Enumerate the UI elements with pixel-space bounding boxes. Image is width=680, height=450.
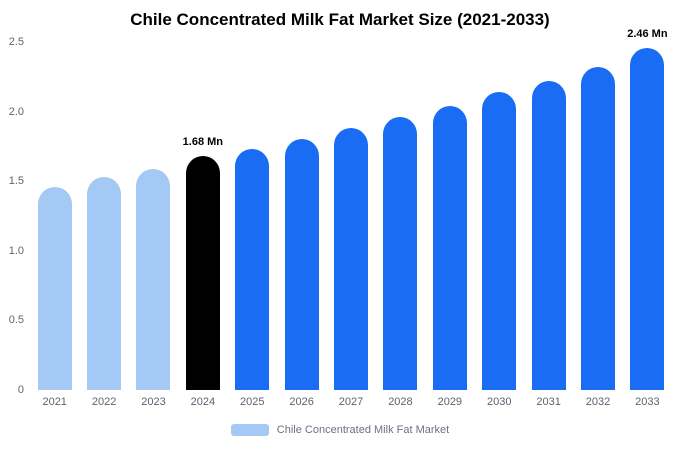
y-axis-label: 2.5	[8, 36, 24, 48]
x-axis-label: 2023	[141, 396, 166, 408]
chart-title: Chile Concentrated Milk Fat Market Size …	[130, 10, 550, 29]
x-axis-label: 2031	[536, 396, 561, 408]
bar-slot	[79, 42, 128, 390]
x-axis-label: 2029	[437, 396, 463, 408]
bar-slot	[524, 42, 573, 390]
x-axis-label: 2032	[585, 396, 611, 408]
bar-slot	[30, 42, 79, 390]
x-axis-label: 2028	[388, 396, 413, 408]
x-axis-label: 2021	[42, 396, 67, 408]
bar-value-label: 2.46 Mn	[627, 27, 668, 40]
bar-2026[interactable]	[284, 139, 319, 390]
x-axis-label: 2024	[190, 396, 216, 408]
bar-2025[interactable]	[235, 149, 270, 390]
bar-value-label: 1.68 Mn	[182, 136, 224, 149]
bar-slot	[228, 42, 277, 390]
y-axis-label: 1.0	[8, 244, 24, 257]
bar-2033[interactable]	[630, 47, 665, 390]
bar-slot	[129, 42, 178, 390]
bar-slot: 1.68 Mn	[178, 42, 227, 390]
bar-2031[interactable]	[531, 80, 566, 390]
bar-2029[interactable]	[432, 106, 467, 390]
plot-area: 1.68 Mn 2.46 Mn	[30, 28, 672, 390]
bar-2028[interactable]	[383, 117, 418, 390]
bar-2027[interactable]	[334, 128, 369, 390]
legend-label: Chile Concentrated Milk Fat Market	[276, 424, 450, 436]
x-axis-label: 2033	[635, 396, 660, 408]
bar-2032[interactable]	[580, 67, 615, 390]
legend[interactable]: Chile Concentrated Milk Fat Market	[0, 424, 680, 436]
y-axis-label: 2.0	[8, 105, 24, 118]
x-axis-label: 2022	[91, 396, 117, 408]
x-axis-label: 2030	[486, 396, 512, 408]
bar-2030[interactable]	[482, 92, 517, 390]
x-axis-label: 2025	[240, 396, 265, 408]
bar-slot: 2.46 Mn	[623, 28, 672, 390]
bar-2024[interactable]	[185, 156, 220, 390]
y-axis-label: 0	[17, 384, 24, 396]
bar-slot	[277, 42, 326, 390]
x-axis-label: 2027	[338, 396, 364, 408]
bar-2023[interactable]	[136, 168, 171, 390]
x-axis-label: 2026	[289, 396, 314, 408]
bar-slot	[475, 42, 524, 390]
x-axis: 2021 2022 2023 2024 2025 2026 2027 2028 2029 2030…	[30, 396, 672, 408]
bar-slot	[326, 42, 375, 390]
bar-2022[interactable]	[87, 177, 122, 390]
bar-2021[interactable]	[37, 186, 72, 390]
y-axis-label: 1.5	[8, 175, 24, 188]
y-axis-label: 0.5	[8, 314, 24, 327]
bar-slot	[425, 42, 474, 390]
y-axis: 0 0.5 1.0 1.5 2.0 2.5	[0, 0, 26, 450]
bar-slot	[376, 42, 425, 390]
bar-slot	[573, 42, 622, 390]
legend-swatch	[230, 424, 269, 436]
